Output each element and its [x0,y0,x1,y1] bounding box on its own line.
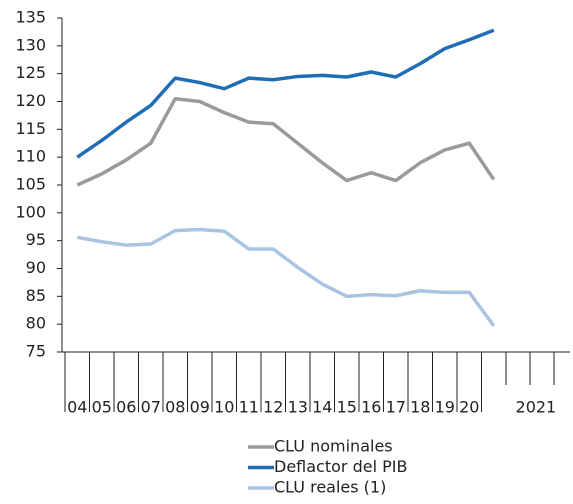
x-tick-label: 14 [312,398,332,417]
legend-label: CLU nominales [274,437,393,456]
x-tick-label: 05 [92,398,112,417]
y-tick-label: 85 [26,286,46,305]
y-tick-label: 95 [26,230,46,249]
series-line [76,96,496,187]
x-tick-label: 18 [410,398,430,417]
y-tick-label: 115 [15,119,46,138]
y-tick-label: 110 [15,147,46,166]
x-tick-label: 09 [190,398,210,417]
x-group-label: 2021 [516,398,557,417]
x-tick-label: 06 [116,398,136,417]
series-line [76,28,495,159]
x-tick-label: 16 [361,398,381,417]
x-tick-label: 12 [263,398,283,417]
x-tick-label: 08 [165,398,185,417]
x-tick-label: 07 [141,398,161,417]
y-tick-label: 75 [26,342,46,361]
y-tick-label: 130 [15,35,46,54]
x-tick-label: 17 [386,398,406,417]
series-line [76,227,496,327]
x-tick-label: 19 [435,398,455,417]
y-tick-label: 105 [15,175,46,194]
legend-label: CLU reales (1) [274,478,386,497]
y-tick-label: 135 [15,8,46,27]
y-tick-label: 120 [15,91,46,110]
y-tick-label: 90 [26,258,46,277]
y-tick-label: 80 [26,314,46,333]
x-tick-label: 10 [214,398,234,417]
x-tick-label: 11 [239,398,259,417]
legend-label: Deflactor del PIB [274,457,407,476]
x-tick-label: 13 [288,398,308,417]
y-tick-label: 125 [15,63,46,82]
x-tick-label: 20 [459,398,479,417]
x-tick-label: 04 [67,398,87,417]
x-tick-label: 15 [337,398,357,417]
y-tick-label: 100 [15,202,46,221]
